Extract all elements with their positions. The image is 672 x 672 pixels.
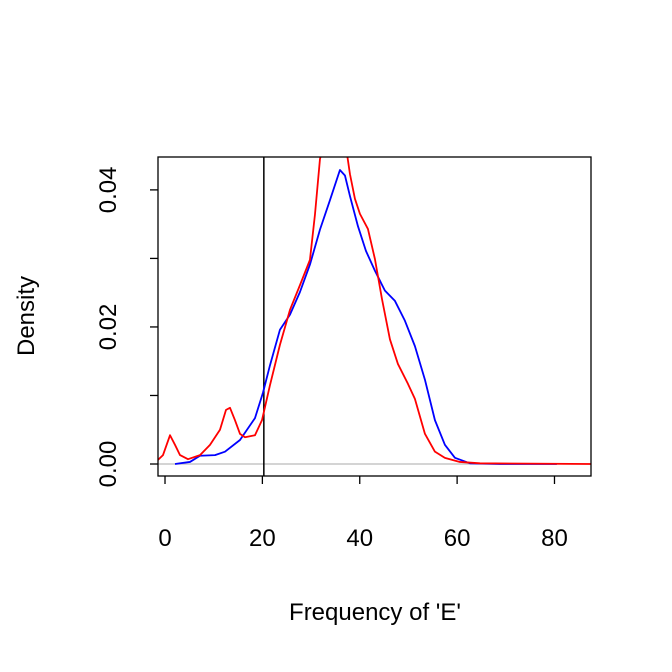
x-tick-label: 40 xyxy=(346,525,373,552)
y-axis-label: Density xyxy=(13,276,40,356)
x-tick-label: 60 xyxy=(444,525,471,552)
y-tick-label: 0.02 xyxy=(95,304,122,351)
y-tick-label: 0.00 xyxy=(95,441,122,488)
plot-area xyxy=(158,157,591,476)
y-tick-label: 0.04 xyxy=(95,167,122,214)
x-axis-label: Frequency of 'E' xyxy=(289,599,461,626)
x-tick-label: 80 xyxy=(541,525,568,552)
x-tick-label: 0 xyxy=(158,525,171,552)
density-line xyxy=(174,169,557,465)
x-tick-label: 20 xyxy=(249,525,276,552)
plot-frame xyxy=(157,156,592,477)
density-line xyxy=(158,157,591,465)
